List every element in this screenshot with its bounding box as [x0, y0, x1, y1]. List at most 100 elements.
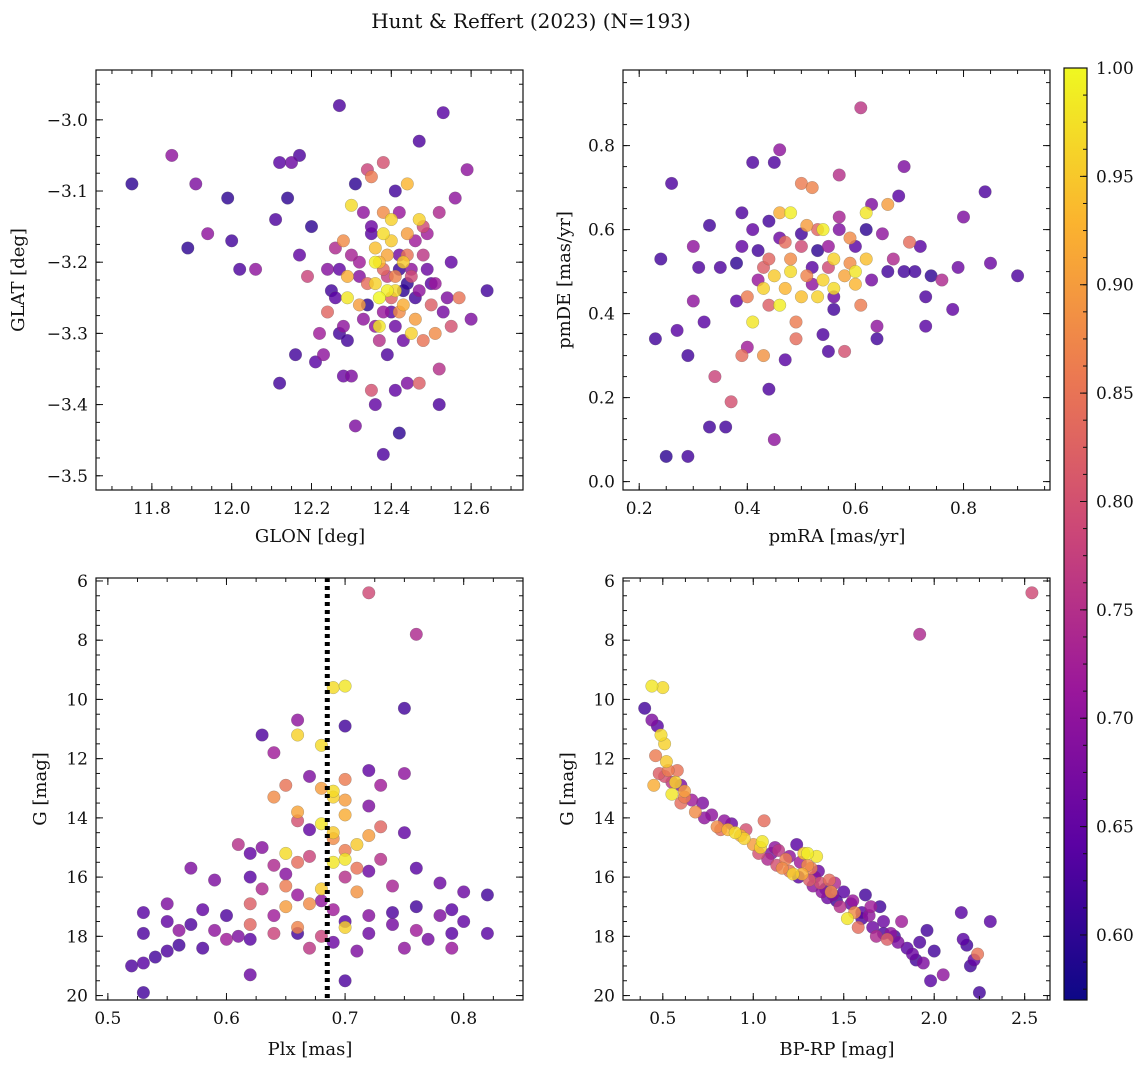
scatter-point	[916, 956, 930, 970]
scatter-point	[761, 852, 775, 866]
colorbar-tick-label: 0.95	[1096, 167, 1134, 187]
colorbar-tick-label: 0.80	[1096, 492, 1134, 512]
scatter-point	[659, 449, 673, 463]
scatter-point	[344, 198, 358, 212]
scatter-point	[302, 849, 317, 863]
scatter-point	[267, 858, 281, 872]
scatter-point	[784, 252, 798, 266]
scatter-point	[433, 909, 447, 923]
scatter-point	[858, 888, 872, 902]
scatter-point	[1025, 586, 1039, 600]
scatter-point	[424, 298, 438, 312]
y-tick-label: 18	[593, 927, 615, 947]
scatter-point	[755, 835, 769, 849]
scatter-point	[840, 912, 854, 926]
scatter-point	[231, 837, 245, 852]
scatter-point	[255, 840, 269, 855]
scatter-point	[350, 944, 364, 958]
scatter-point	[225, 234, 239, 248]
scatter-point	[702, 218, 717, 232]
scatter-point	[677, 784, 692, 798]
scatter-point	[790, 837, 804, 852]
scatter-point	[729, 256, 744, 270]
scatter-point	[302, 823, 317, 837]
scatter-point	[243, 968, 257, 982]
scatter-point	[654, 728, 668, 742]
scatter-point	[372, 333, 386, 348]
scatter-point	[784, 265, 798, 279]
colorbar-tick-label: 0.65	[1096, 818, 1134, 838]
scatter-point	[328, 291, 342, 305]
scatter-point	[851, 920, 865, 934]
scatter-point	[448, 191, 462, 205]
scatter-point	[362, 586, 376, 600]
scatter-point	[927, 944, 941, 958]
y-tick-label: −3.5	[47, 467, 88, 487]
scatter-point	[881, 197, 895, 211]
scatter-point	[775, 861, 789, 875]
scatter-point	[428, 277, 442, 291]
x-tick-label: 2.0	[921, 1009, 948, 1029]
scatter-point	[172, 923, 186, 937]
scatter-point	[219, 932, 234, 946]
scatter-point	[279, 879, 293, 893]
scatter-point	[243, 932, 257, 946]
scatter-point	[905, 947, 920, 961]
scatter-point	[208, 923, 222, 937]
scatter-point	[376, 155, 390, 170]
scatter-point	[184, 861, 198, 875]
scatter-point	[338, 679, 352, 693]
colorbar-frame	[1063, 67, 1088, 1001]
y-axis-label: G [mag]	[557, 752, 578, 825]
x-axis-label: Plx [mas]	[268, 1039, 353, 1060]
scatter-point	[648, 332, 662, 346]
scatter-point	[827, 281, 841, 295]
scatter-point	[444, 255, 458, 269]
scatter-point	[300, 269, 315, 283]
scatter-point	[189, 177, 203, 191]
scatter-point	[665, 787, 679, 801]
scatter-point	[409, 923, 423, 937]
scatter-point	[385, 879, 400, 893]
scatter-point	[737, 832, 751, 846]
scatter-point	[983, 914, 997, 929]
scatter-point	[735, 349, 749, 363]
scatter-point	[328, 241, 342, 255]
scatter-point	[480, 888, 494, 902]
scatter-point	[832, 168, 846, 182]
x-tick-label: 0.8	[950, 499, 977, 519]
scatter-point	[848, 265, 862, 279]
scatter-point	[376, 227, 390, 241]
scatter-point	[659, 755, 673, 769]
scatter-point	[897, 160, 911, 174]
scatter-point	[656, 681, 670, 695]
scatter-point	[364, 170, 378, 184]
scatter-point	[822, 873, 836, 887]
scatter-point	[385, 906, 400, 920]
scatter-point	[184, 917, 198, 932]
scatter-point	[196, 903, 210, 917]
colorbar-tick-label: 1.00	[1096, 59, 1134, 79]
scatter-point	[338, 920, 352, 934]
scatter-point	[895, 914, 909, 929]
scatter-point	[865, 273, 879, 287]
scatter-point	[125, 177, 139, 191]
scatter-point	[445, 941, 459, 955]
scatter-point	[854, 101, 868, 115]
scatter-point	[767, 269, 781, 283]
scatter-point	[302, 941, 317, 955]
scatter-point	[824, 885, 838, 899]
y-tick-label: 12	[593, 750, 615, 770]
scatter-point	[433, 876, 447, 890]
scatter-point	[362, 926, 376, 940]
y-tick-label: 8	[77, 631, 88, 651]
scatter-point	[281, 191, 295, 205]
scatter-point	[444, 319, 458, 333]
scatter-point	[221, 191, 235, 205]
scatter-point	[920, 923, 934, 937]
y-tick-label: 0.4	[588, 305, 615, 325]
scatter-point	[762, 214, 776, 228]
scatter-point	[708, 370, 722, 384]
scatter-point	[697, 315, 711, 329]
scatter-point	[344, 248, 358, 262]
